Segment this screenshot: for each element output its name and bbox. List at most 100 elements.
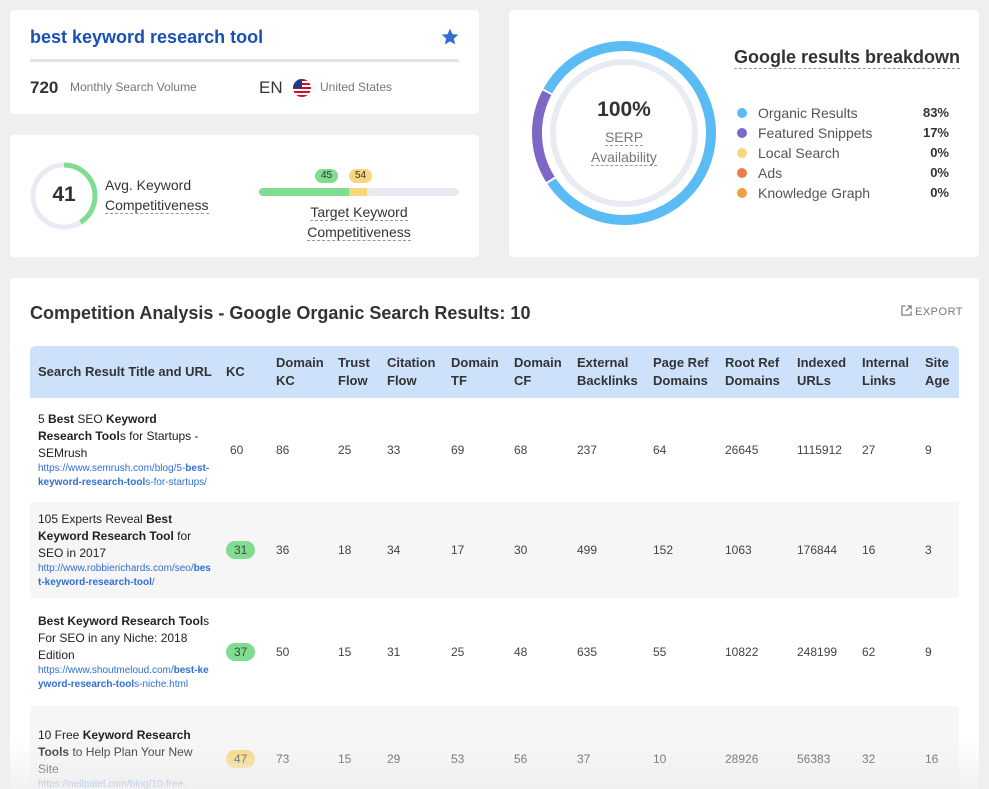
metric-cell: 50 — [276, 645, 290, 659]
competition-analysis-card: Competition Analysis - Google Organic Se… — [10, 278, 979, 789]
result-title[interactable]: 5 Best SEO Keyword Research Tools for St… — [38, 411, 199, 460]
serp-donut-chart — [532, 40, 716, 225]
metric-cell: 248199 — [797, 645, 838, 659]
metric-cell: 69 — [451, 443, 465, 457]
serp-availability-percent: 100% — [597, 98, 651, 121]
result-url-link[interactable]: https://www.shoutmeloud.com/best-keyword… — [38, 664, 209, 690]
country-name: United States — [320, 80, 393, 94]
metric-cell: 1115912 — [797, 443, 842, 457]
metric-cell: 56 — [514, 752, 528, 766]
metric-cell: 10822 — [725, 645, 759, 659]
metric-cell: 152 — [653, 543, 674, 557]
legend-item: Featured Snippets 17% — [737, 123, 949, 143]
legend-dot-icon — [737, 188, 747, 198]
metric-cell: 64 — [653, 443, 667, 457]
result-cell: 10 Free Keyword Research Tools to Help P… — [30, 706, 218, 789]
divider — [30, 59, 459, 62]
metric-cell: 37 — [577, 752, 591, 766]
legend-item: Ads 0% — [737, 163, 949, 183]
kc-cell: 37 — [218, 598, 268, 706]
competition-table: Search Result Title and URL KC Domain KC Tr… — [30, 346, 959, 789]
kc-gauge-arc — [30, 162, 98, 230]
breakdown-title: Google results breakdown — [734, 47, 961, 69]
avg-kc-label: Avg. Keyword Competitiveness — [105, 175, 209, 215]
table-row[interactable]: 5 Best SEO Keyword Research Tools for St… — [30, 398, 959, 502]
legend-label: Knowledge Graph — [758, 185, 871, 201]
column-header[interactable]: Root Ref Domains — [725, 355, 780, 388]
legend-dot-icon — [737, 168, 747, 178]
competition-title: Competition Analysis - Google Organic Se… — [30, 303, 531, 323]
keyword-competitiveness-card: 41 Avg. Keyword Competitiveness 45 54 Ta… — [10, 135, 479, 257]
metric-cell: 62 — [862, 645, 876, 659]
legend-label: Featured Snippets — [758, 125, 873, 141]
result-title[interactable]: 105 Experts Reveal Best Keyword Research… — [38, 511, 192, 560]
legend-value: 0% — [930, 145, 949, 160]
legend-value: 83% — [922, 105, 949, 120]
column-header[interactable]: KC — [226, 364, 245, 379]
metric-cell: 28926 — [725, 752, 759, 766]
metric-cell: 15 — [338, 645, 352, 659]
legend-dot-icon — [737, 108, 747, 118]
metric-cell: 16 — [925, 752, 939, 766]
keyword-title: best keyword research tool — [30, 27, 264, 47]
column-header[interactable]: Site Age — [925, 355, 950, 388]
column-header[interactable]: External Backlinks — [577, 355, 638, 388]
metric-cell: 1063 — [725, 543, 752, 557]
star-icon[interactable] — [440, 27, 460, 47]
metric-cell: 10 — [653, 752, 667, 766]
column-header[interactable]: Internal Links — [862, 355, 909, 388]
metric-cell: 9 — [925, 443, 932, 457]
result-title[interactable]: Best Keyword Research Tools For SEO in a… — [38, 613, 210, 662]
column-header[interactable]: Domain CF — [514, 355, 562, 388]
column-header[interactable]: Citation Flow — [387, 355, 436, 388]
kc-gauge — [30, 162, 98, 230]
result-url-link[interactable]: https://www.semrush.com/blog/5-best-keyw… — [38, 462, 210, 488]
language-code: EN — [259, 78, 283, 97]
result-title[interactable]: 10 Free Keyword Research Tools to Help P… — [38, 727, 193, 776]
export-button[interactable]: EXPORT — [901, 305, 963, 318]
target-kc-bar — [259, 188, 459, 196]
target-kc-label-line2: Competitiveness — [307, 224, 411, 241]
result-url-link[interactable]: https://neilpatel.com/blog/10-free- — [38, 778, 187, 789]
metric-cell: 33 — [387, 443, 401, 457]
kc-badge: 31 — [226, 541, 256, 559]
target-kc-high-badge: 54 — [349, 169, 373, 183]
metric-cell: 30 — [514, 543, 528, 557]
kc-cell: 47 — [218, 706, 268, 789]
metric-cell: 48 — [514, 645, 528, 659]
metric-cell: 9 — [925, 645, 932, 659]
legend-label: Ads — [758, 165, 783, 181]
legend-item: Knowledge Graph 0% — [737, 183, 949, 203]
column-header[interactable]: Indexed URLs — [797, 355, 847, 388]
legend-item: Organic Results 83% — [737, 103, 949, 123]
metric-cell: 29 — [387, 752, 401, 766]
metric-cell: 55 — [653, 645, 667, 659]
table-header-row: Search Result Title and URL KC Domain KC Tr… — [30, 346, 959, 398]
result-url-link[interactable]: http://www.robbierichards.com/seo/best-k… — [38, 562, 211, 588]
serp-breakdown-card: 100% SERP Availability Google results br… — [509, 10, 979, 257]
column-header[interactable]: Trust Flow — [338, 355, 370, 388]
column-header[interactable]: Domain TF — [451, 355, 499, 388]
metric-cell: 18 — [338, 543, 352, 557]
legend-item: Local Search 0% — [737, 143, 949, 163]
export-icon — [901, 305, 912, 316]
metric-cell: 25 — [451, 645, 465, 659]
legend-value: 17% — [922, 125, 949, 140]
kc-badge: 60 — [230, 443, 244, 457]
kc-cell: 60 — [218, 398, 268, 502]
table-row[interactable]: 10 Free Keyword Research Tools to Help P… — [30, 706, 959, 789]
kc-badge: 47 — [226, 750, 256, 768]
metric-cell: 237 — [577, 443, 598, 457]
metric-cell: 27 — [862, 443, 876, 457]
metric-cell: 635 — [577, 645, 598, 659]
column-header[interactable]: Domain KC — [276, 355, 324, 388]
legend-dot-icon — [737, 148, 747, 158]
kc-cell: 31 — [218, 502, 268, 598]
column-header[interactable]: Page Ref Domains — [653, 355, 709, 388]
table-row[interactable]: 105 Experts Reveal Best Keyword Research… — [30, 502, 959, 598]
table-row[interactable]: Best Keyword Research Tools For SEO in a… — [30, 598, 959, 706]
column-header[interactable]: Search Result Title and URL — [38, 364, 212, 379]
legend-value: 0% — [930, 165, 949, 180]
kc-badge: 37 — [226, 643, 256, 661]
metric-cell: 56383 — [797, 752, 831, 766]
